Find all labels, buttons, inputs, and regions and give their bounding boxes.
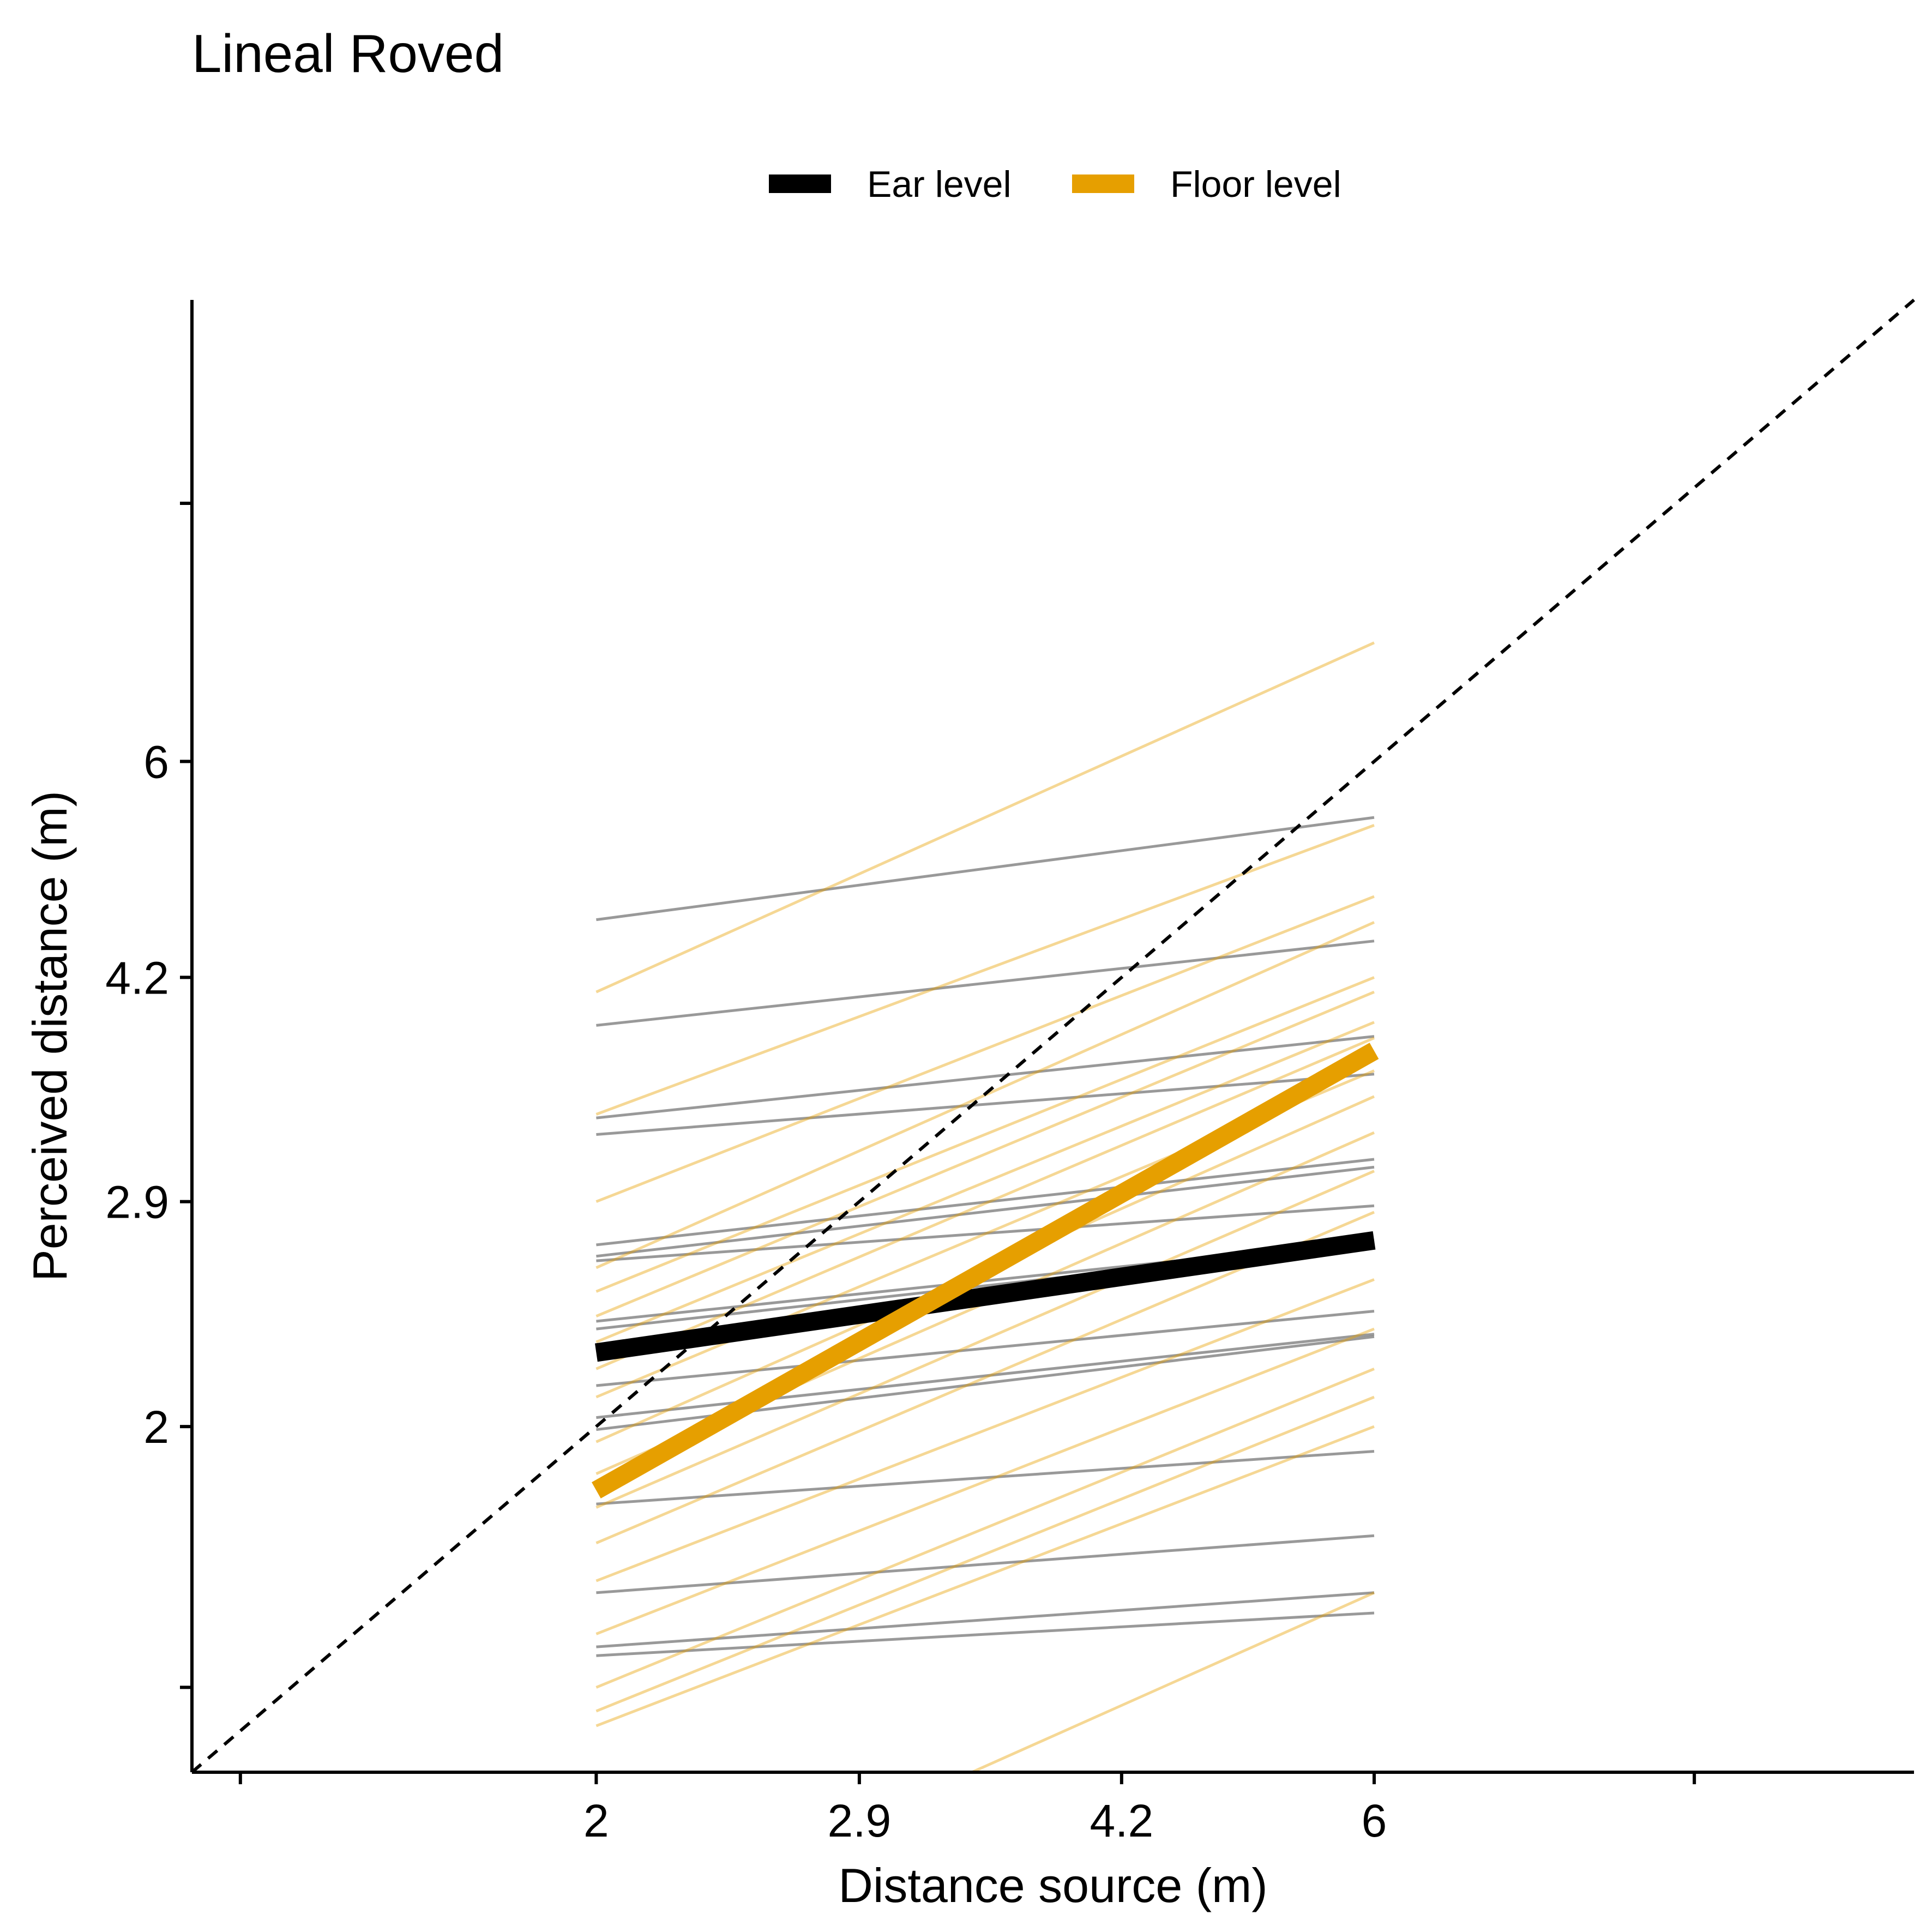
x-axis-title: Distance source (m) xyxy=(838,1858,1267,1912)
ear-subject-line-16 xyxy=(596,1805,1374,1811)
chart-title: Lineal Roved xyxy=(192,23,504,83)
floor-subject-line-24 xyxy=(595,1037,1375,1370)
floor-subject-line-22 xyxy=(595,990,1375,1318)
floor-subject-line-32 xyxy=(595,1367,1375,1689)
x-tick-label-0: 2 xyxy=(583,1795,609,1846)
y-axis-title: Perceived distance (m) xyxy=(23,791,77,1281)
legend-label-ear: Ear level xyxy=(867,164,1012,205)
y-tick-label-1: 2.9 xyxy=(105,1177,169,1228)
ear-subject-line-15 xyxy=(596,1611,1375,1657)
ear-subject-line-0 xyxy=(596,816,1375,922)
ear-subject-line-4 xyxy=(596,1158,1375,1247)
y-tick-label-2: 4.2 xyxy=(105,952,169,1003)
ear-subject-line-1 xyxy=(596,940,1375,1027)
x-tick-label-2: 4.2 xyxy=(1090,1795,1153,1846)
floor-subject-line-28 xyxy=(595,1170,1375,1509)
ear-subject-line-14 xyxy=(596,1591,1375,1648)
floor-subject-line-19 xyxy=(595,895,1375,1203)
legend-label-floor: Floor level xyxy=(1170,164,1341,205)
ear-subject-line-3 xyxy=(596,1073,1375,1136)
ear-subject-line-10 xyxy=(596,1333,1375,1419)
x-tick-label-3: 6 xyxy=(1362,1795,1387,1846)
legend-key-ear xyxy=(769,174,831,193)
floor-subject-line-33 xyxy=(595,1395,1375,1713)
ear-subject-line-5 xyxy=(596,1165,1375,1258)
floor-level-mean-line xyxy=(592,1043,1379,1498)
floor-subject-line-34 xyxy=(595,1425,1375,1728)
identity-reference-line xyxy=(192,298,1915,1772)
x-tick-label-1: 2.9 xyxy=(828,1795,892,1846)
ear-level-mean-line xyxy=(594,1231,1376,1362)
plot-area xyxy=(192,298,1915,1811)
floor-subject-line-35 xyxy=(968,1591,1375,1772)
ticks: 2 2.9 4.2 6 2 2.9 4.2 6 xyxy=(105,502,1696,1846)
floor-subject-line-21 xyxy=(595,976,1375,1293)
ear-subject-line-2 xyxy=(596,1035,1375,1120)
floor-subject-line-23 xyxy=(595,1021,1375,1344)
ear-subject-line-13 xyxy=(596,1534,1375,1594)
floor-subject-line-31 xyxy=(595,1327,1375,1635)
floor-subject-line-30 xyxy=(595,1278,1375,1582)
ear-subject-line-9 xyxy=(596,1310,1375,1387)
legend: Ear level Floor level xyxy=(769,164,1341,205)
ear-subject-line-12 xyxy=(596,1450,1375,1506)
legend-key-floor xyxy=(1072,174,1134,193)
ear-subject-line-6 xyxy=(596,1204,1375,1262)
y-tick-label-3: 6 xyxy=(143,736,169,787)
y-tick-label-0: 2 xyxy=(143,1401,169,1453)
floor-subject-line-17 xyxy=(595,641,1375,994)
